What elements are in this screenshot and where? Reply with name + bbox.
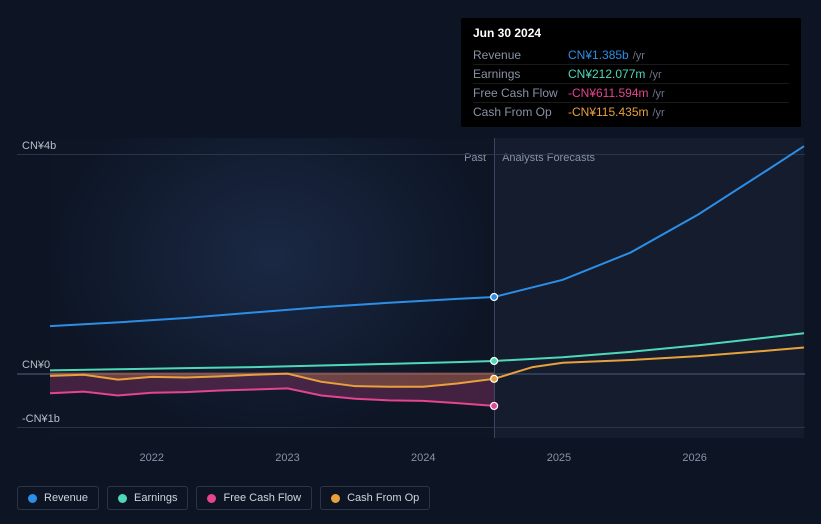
legend-item-earnings[interactable]: Earnings: [107, 486, 188, 510]
y-axis-label: CN¥0: [22, 359, 50, 371]
legend-label: Free Cash Flow: [223, 492, 301, 504]
series-line-revenue: [50, 146, 804, 326]
legend-label: Revenue: [44, 492, 88, 504]
tooltip-suffix: /yr: [652, 107, 664, 119]
tooltip-row: Free Cash Flow-CN¥611.594m/yr: [473, 84, 789, 103]
legend-swatch: [207, 494, 216, 503]
tooltip-row: Cash From Op-CN¥115.435m/yr: [473, 103, 789, 121]
tooltip-row: EarningsCN¥212.077m/yr: [473, 65, 789, 84]
legend-label: Earnings: [134, 492, 177, 504]
tooltip-suffix: /yr: [649, 69, 661, 81]
tooltip-value: -CN¥611.594m: [568, 86, 648, 100]
x-axis-label: 2022: [140, 452, 164, 464]
legend-item-free-cash-flow[interactable]: Free Cash Flow: [196, 486, 312, 510]
x-axis-label: 2025: [547, 452, 571, 464]
tooltip-suffix: /yr: [652, 88, 664, 100]
tooltip-value: CN¥212.077m: [568, 67, 645, 81]
tooltip-label: Earnings: [473, 67, 568, 81]
legend-item-cash-from-op[interactable]: Cash From Op: [320, 486, 430, 510]
legend-swatch: [331, 494, 340, 503]
tooltip-value: CN¥1.385b: [568, 48, 629, 62]
chart-lines: [50, 138, 804, 438]
series-dot-cfo: [491, 375, 498, 382]
series-line-earnings: [50, 333, 804, 370]
legend-item-revenue[interactable]: Revenue: [17, 486, 99, 510]
chart-tooltip: Jun 30 2024 RevenueCN¥1.385b/yrEarningsC…: [461, 18, 801, 127]
series-dot-revenue: [491, 294, 498, 301]
x-axis-label: 2024: [411, 452, 435, 464]
tooltip-row: RevenueCN¥1.385b/yr: [473, 46, 789, 65]
x-axis-label: 2023: [275, 452, 299, 464]
tooltip-label: Free Cash Flow: [473, 86, 568, 100]
x-axis-label: 2026: [682, 452, 706, 464]
chart-legend: Revenue Earnings Free Cash Flow Cash From O…: [17, 486, 430, 510]
legend-label: Cash From Op: [347, 492, 419, 504]
tooltip-label: Revenue: [473, 48, 568, 62]
legend-swatch: [118, 494, 127, 503]
tooltip-value: -CN¥115.435m: [568, 105, 648, 119]
tooltip-date: Jun 30 2024: [473, 26, 789, 40]
tooltip-label: Cash From Op: [473, 105, 568, 119]
tooltip-suffix: /yr: [633, 50, 645, 62]
series-dot-earnings: [491, 357, 498, 364]
legend-swatch: [28, 494, 37, 503]
series-dot-fcf: [491, 402, 498, 409]
